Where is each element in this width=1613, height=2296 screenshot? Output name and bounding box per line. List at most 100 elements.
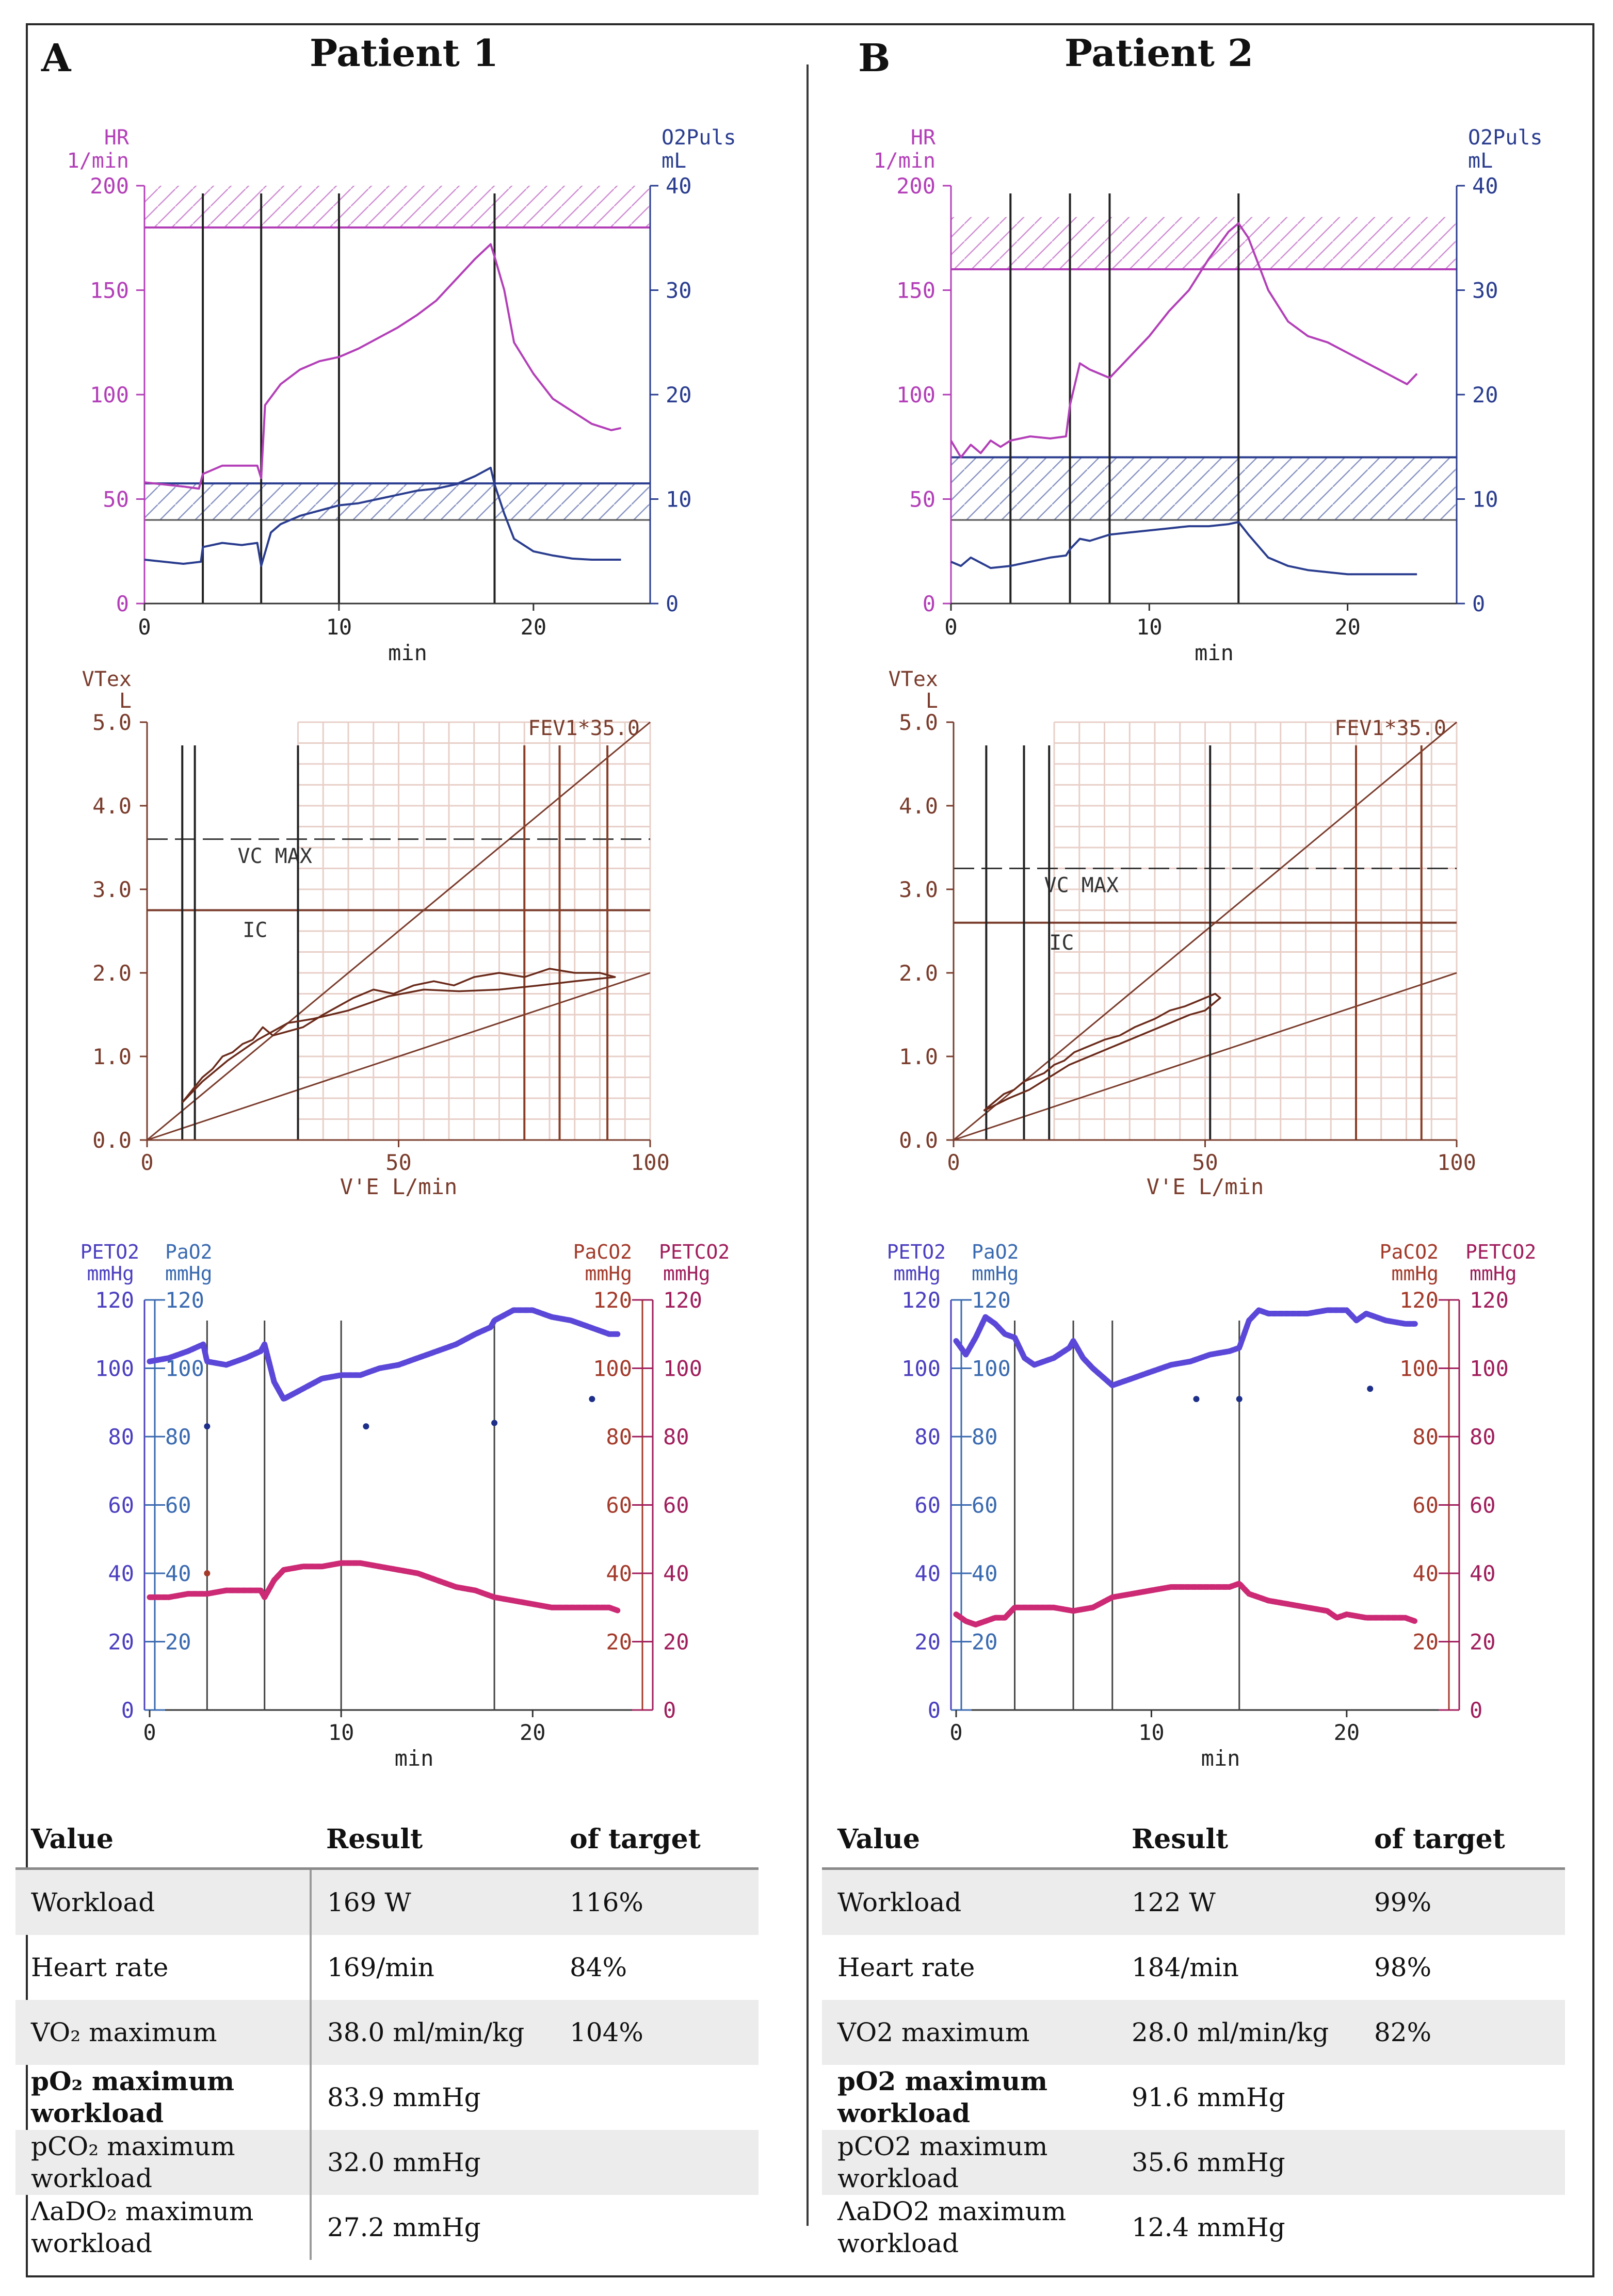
- pao2-tick-label: 80: [972, 1424, 998, 1450]
- row-result: 38.0 ml/min/kg: [310, 2000, 554, 2065]
- petco2-tick-label: 0: [1470, 1698, 1482, 1723]
- y-tick-label: 50: [909, 487, 935, 512]
- o2pulse-target-zone: [951, 457, 1457, 520]
- header-value: Value: [822, 1811, 1116, 1870]
- peto2-axis-unit: mmHg: [87, 1262, 134, 1285]
- x-tick-label: 0: [138, 614, 151, 640]
- y-tick-label: 4.0: [92, 793, 132, 819]
- fev1-diagonal: [147, 721, 651, 1141]
- petco2-series-line: [147, 1560, 622, 1614]
- peto2-tick-label: 0: [121, 1698, 134, 1723]
- peto2-axis-label: PETO2: [887, 1241, 946, 1263]
- row-label: ΛaDO2 maximum workload: [837, 2196, 1067, 2258]
- pao2-tick-label: 60: [972, 1493, 998, 1518]
- x-tick-label: 50: [1192, 1150, 1218, 1175]
- row-target: [554, 2195, 759, 2260]
- fev1-diagonal: [953, 721, 1457, 1141]
- petco2-tick-label: 20: [1470, 1630, 1496, 1655]
- peto2-series-line: [953, 1307, 1418, 1389]
- x-tick-label: 10: [326, 614, 352, 640]
- header-target: of target: [554, 1811, 759, 1870]
- x-tick-label: 20: [1334, 1720, 1360, 1745]
- row-result: 35.6 mmHg: [1116, 2130, 1359, 2195]
- petco2-tick-label: 120: [1470, 1288, 1509, 1313]
- peto2-tick-label: 100: [95, 1356, 134, 1381]
- hr-target-zone: [951, 217, 1457, 269]
- pao2-axis-label: PaO2: [165, 1241, 213, 1263]
- vc-max-label: VC MAX: [1044, 874, 1119, 898]
- y-axis-label: VTex: [82, 667, 132, 691]
- peto2-tick-label: 40: [914, 1561, 941, 1586]
- table-row: Workload 169 W 116%: [15, 1868, 759, 1935]
- pao2-point: [1236, 1396, 1243, 1403]
- peto2-tick-label: 0: [928, 1698, 941, 1723]
- vt-ve-loop: [181, 968, 616, 1103]
- pao2-tick-label: 120: [165, 1288, 204, 1313]
- y2-tick-label: 40: [1472, 173, 1498, 199]
- pao2-point: [363, 1423, 369, 1430]
- x-tick-label: 100: [631, 1150, 670, 1175]
- y-axis-unit: L: [119, 689, 132, 713]
- row-target: [554, 2065, 759, 2130]
- y-tick-label: 3.0: [899, 877, 938, 902]
- summary-table: Value Result of target Workload 169 W 116%…: [15, 1811, 759, 2260]
- y-tick-label: 1.0: [92, 1044, 132, 1069]
- y-tick-label: 4.0: [899, 793, 938, 819]
- y2-axis-label: O2Puls: [1468, 126, 1543, 150]
- paco2-tick-label: 80: [1412, 1424, 1439, 1450]
- y-tick-label: 5.0: [92, 710, 132, 735]
- peto2-tick-label: 80: [914, 1424, 941, 1450]
- row-label: pO2 maximum workload: [837, 2066, 1047, 2128]
- y2-tick-label: 10: [666, 487, 692, 512]
- row-target: 82%: [1359, 2000, 1565, 2065]
- petco2-series-line: [953, 1581, 1418, 1627]
- y-axis-label: HR: [104, 126, 130, 150]
- x-axis-label: min: [1201, 1746, 1240, 1771]
- lower-diagonal: [953, 972, 1457, 1141]
- row-target: 99%: [1359, 1868, 1565, 1935]
- o2pulse-series-line: [144, 466, 621, 567]
- row-target: 98%: [1374, 1952, 1432, 1982]
- y2-tick-label: 0: [666, 591, 679, 616]
- x-axis-label: V'E L/min: [340, 1174, 458, 1199]
- hr-series-line: [950, 222, 1418, 459]
- o2pulse-series-line: [950, 521, 1417, 576]
- y2-tick-label: 30: [1472, 278, 1498, 303]
- pao2-tick-label: 60: [165, 1493, 191, 1518]
- table-row: VO₂ maximum 38.0 ml/min/kg 104%: [15, 2000, 759, 2065]
- vt-ve-chart: VC MAX IC FEV1*35.0 0.0 1.0 2.0 3.0 4.0 5.0 0 50 10…: [889, 667, 1476, 1199]
- pao2-tick-label: 20: [165, 1630, 191, 1655]
- petco2-tick-label: 120: [663, 1288, 702, 1313]
- table-row: Workload 122 W 99%: [822, 1868, 1565, 1935]
- row-label: Workload: [15, 1868, 311, 1935]
- row-label: pCO2 maximum workload: [822, 2130, 1116, 2195]
- row-label: pCO₂ maximum workload: [15, 2130, 311, 2195]
- lower-diagonal: [147, 972, 651, 1141]
- row-target: [1359, 2195, 1565, 2260]
- x-tick-label: 0: [944, 614, 957, 640]
- peto2-axis-label: PETO2: [80, 1241, 139, 1263]
- summary-table: Value Result of target Workload 122 W 99% …: [822, 1811, 1565, 2260]
- peto2-tick-label: 60: [914, 1493, 941, 1518]
- y2-tick-label: 20: [1472, 382, 1498, 408]
- y2-tick-label: 40: [666, 173, 692, 199]
- peto2-tick-label: 120: [901, 1288, 941, 1313]
- vc-max-label: VC MAX: [238, 844, 313, 868]
- peto2-series-line: [147, 1307, 622, 1402]
- x-tick-label: 20: [520, 1720, 546, 1745]
- pao2-tick-label: 40: [972, 1561, 998, 1586]
- row-label: Heart rate: [837, 1952, 975, 1982]
- row-result: 169/min: [310, 1935, 554, 2000]
- pao2-tick-label: 40: [165, 1561, 191, 1586]
- header-result: Result: [311, 1811, 554, 1870]
- x-tick-label: 50: [385, 1150, 412, 1175]
- y-tick-label: 1.0: [899, 1044, 938, 1069]
- paco2-tick-label: 40: [1412, 1561, 1439, 1586]
- pao2-point: [491, 1420, 498, 1426]
- x-tick-label: 20: [1334, 614, 1361, 640]
- table-row: pCO2 maximum workload 35.6 mmHg: [822, 2130, 1565, 2195]
- y-axis-unit: 1/min: [67, 149, 129, 173]
- row-result: 12.4 mmHg: [1132, 2212, 1285, 2242]
- paco2-tick-label: 40: [606, 1561, 632, 1586]
